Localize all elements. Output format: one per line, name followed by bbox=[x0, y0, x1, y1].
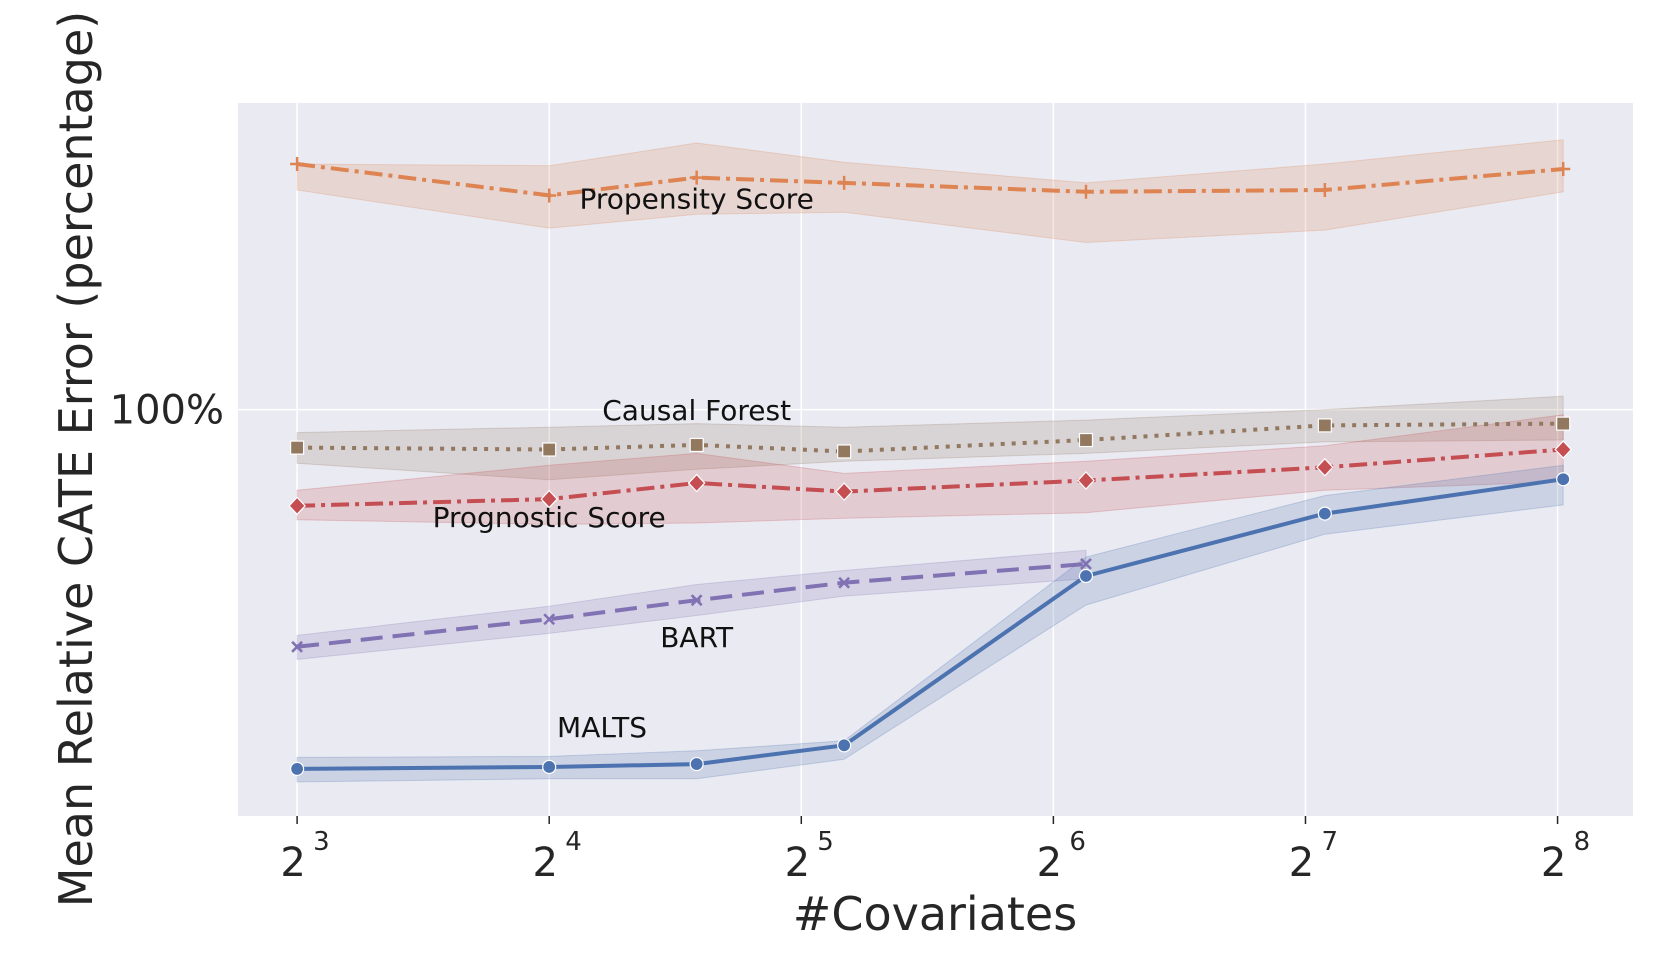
y-tick-label: 100% bbox=[110, 388, 224, 434]
propensity-score-point bbox=[837, 175, 852, 190]
malts-point bbox=[1078, 568, 1094, 584]
x-tick-exponent: 8 bbox=[1574, 827, 1591, 857]
causal-forest-point bbox=[1317, 418, 1332, 433]
prognostic-score-point bbox=[540, 489, 559, 509]
grid bbox=[238, 103, 1633, 816]
x-tick-exponent: 4 bbox=[565, 827, 582, 857]
x-tick-exponent: 6 bbox=[1069, 827, 1086, 857]
series-label: BART bbox=[660, 621, 734, 654]
malts-point bbox=[1317, 506, 1332, 521]
x-tick-label: 2 bbox=[1037, 840, 1062, 886]
series-markers bbox=[288, 156, 1573, 777]
propensity-score-point bbox=[1317, 183, 1332, 198]
malts-point bbox=[837, 738, 852, 753]
propensity-score-point bbox=[542, 188, 557, 203]
prognostic-score-point bbox=[1554, 440, 1573, 459]
y-axis-title: Mean Relative CATE Error (percentage) bbox=[49, 11, 103, 907]
causal-forest-point bbox=[290, 440, 305, 455]
x-tick-exponent: 5 bbox=[817, 827, 834, 857]
bart-point bbox=[291, 640, 304, 653]
series-label: Causal Forest bbox=[602, 394, 791, 427]
series-label: Propensity Score bbox=[579, 183, 813, 216]
bart-point bbox=[543, 613, 556, 626]
x-tick-label: 2 bbox=[1289, 840, 1314, 886]
propensity-score-point bbox=[1556, 162, 1571, 177]
bart-point bbox=[838, 576, 851, 589]
causal-forest-point bbox=[1078, 432, 1094, 448]
series-labels: Propensity Score Causal Forest Prognostic … bbox=[433, 183, 814, 745]
series-label: MALTS bbox=[557, 711, 647, 744]
bart-point bbox=[1080, 558, 1092, 570]
plot-background bbox=[238, 103, 1633, 816]
propensity-score-point bbox=[689, 170, 704, 185]
causal-forest-point bbox=[689, 437, 704, 453]
x-axis-title: #Covariates bbox=[793, 887, 1077, 941]
prognostic-score-point bbox=[1077, 471, 1095, 490]
prognostic-score-point bbox=[687, 473, 706, 493]
x-tick-exponent: 7 bbox=[1321, 827, 1338, 857]
bart-point bbox=[690, 594, 703, 607]
x-tick-label: 2 bbox=[532, 840, 557, 886]
x-tick-label: 2 bbox=[1541, 840, 1566, 886]
x-tick-exponent: 3 bbox=[313, 827, 330, 857]
propensity-score-point bbox=[1078, 184, 1093, 199]
series-label: Prognostic Score bbox=[433, 501, 666, 534]
causal-forest-band bbox=[296, 395, 1564, 481]
prognostic-score-point bbox=[288, 496, 306, 516]
malts-point bbox=[290, 761, 305, 777]
y-tick-labels: 100% bbox=[110, 388, 224, 434]
causal-forest-point bbox=[542, 442, 557, 457]
malts-band bbox=[296, 464, 1564, 783]
prognostic-score-point bbox=[1316, 457, 1334, 477]
x-tick-label: 2 bbox=[280, 840, 305, 886]
propensity-score-point bbox=[290, 156, 305, 171]
x-tick-label: 2 bbox=[785, 840, 810, 886]
malts-point bbox=[1556, 472, 1571, 487]
propensity-score-band bbox=[296, 139, 1564, 244]
malts-point bbox=[542, 759, 557, 775]
causal-forest-point bbox=[837, 444, 852, 459]
prognostic-score-point bbox=[835, 482, 853, 501]
malts-point bbox=[689, 756, 704, 772]
causal-forest-point bbox=[1556, 416, 1571, 431]
